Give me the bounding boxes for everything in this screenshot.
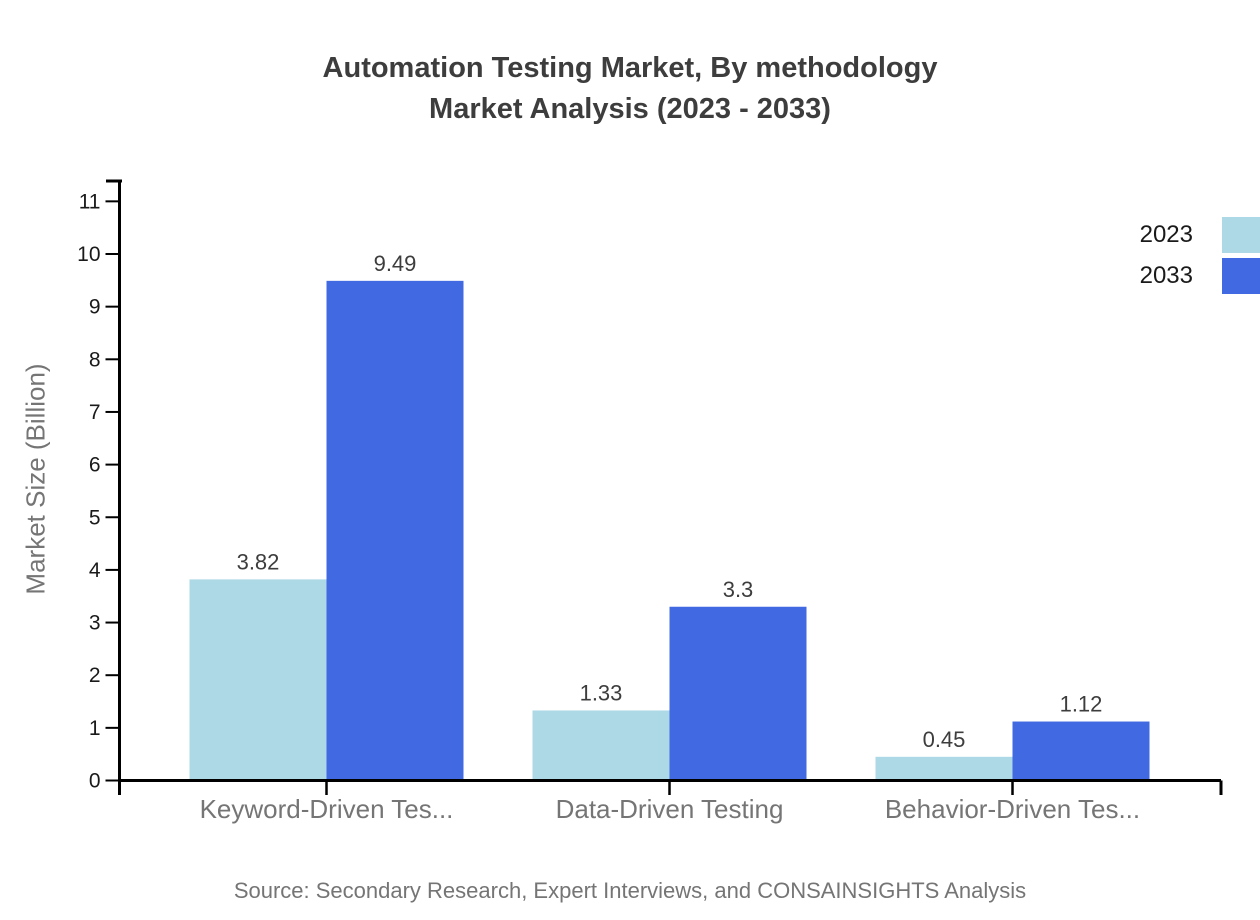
bar-value-label: 1.33 [580,680,623,705]
bar-value-label: 1.12 [1060,692,1103,717]
y-axis-tick-label: 10 [77,243,100,266]
x-axis-category-label: Behavior-Driven Tes... [885,794,1140,824]
source-note: Source: Secondary Research, Expert Inter… [233,878,1027,903]
y-axis-tick-label: 8 [89,348,101,371]
y-axis-tick-label: 9 [89,296,101,319]
x-axis-category-label: Keyword-Driven Tes... [200,794,454,824]
y-axis-tick-label: 1 [89,717,101,740]
legend-label-2023: 2023 [1139,221,1193,248]
y-axis-tick-label: 11 [79,190,101,213]
legend-swatch-2033 [1222,258,1260,294]
bar-2033-1[interactable] [669,606,807,781]
legend-swatch-2023 [1222,217,1260,253]
bar-2033-0[interactable] [326,280,464,781]
page-title-line-2: Market Analysis (2023 - 2033) [429,93,831,125]
legend-item-2023[interactable]: 2023 [1140,217,1260,253]
bar-2023-0[interactable] [189,579,327,781]
y-axis-tick-label: 4 [89,559,101,582]
bar-value-label: 3.3 [723,577,754,602]
page-title-line-1: Automation Testing Market, By methodolog… [322,52,938,84]
bar-2023-1[interactable] [532,710,670,781]
x-axis-category-label: Data-Driven Testing [556,794,784,824]
legend-item-2033[interactable]: 2033 [1140,258,1260,294]
bar-value-label: 0.45 [923,727,966,752]
legend-label-2033: 2033 [1139,262,1193,289]
y-axis-tick-label: 6 [89,454,101,477]
page-title: Automation Testing Market, By methodolog… [0,48,1260,130]
y-axis-tick-label: 7 [89,401,101,424]
bar-value-label: 9.49 [374,251,417,276]
bar-2023-2[interactable] [875,756,1013,781]
y-axis-tick-label: 3 [89,612,101,635]
y-axis-tick-label: 5 [89,506,101,529]
y-axis-tick-label: 2 [89,664,101,687]
bar-2033-2[interactable] [1012,721,1150,781]
y-axis-tick-label: 0 [89,770,101,793]
legend: 2023 2033 [1140,217,1260,294]
bar-value-label: 3.82 [237,549,280,574]
